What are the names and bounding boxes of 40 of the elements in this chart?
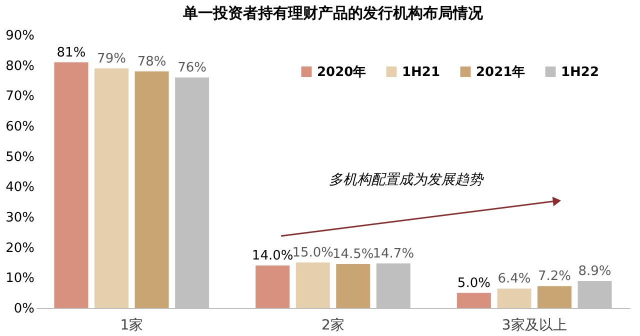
y-tick-label: 90%: [6, 28, 34, 44]
data-label: 15.0%: [292, 246, 334, 260]
data-label: 8.9%: [578, 264, 612, 280]
legend-label: 2021年: [476, 64, 526, 80]
legend-label: 1H22: [561, 64, 600, 80]
x-tick-label: 1家: [120, 318, 144, 334]
data-label: 81%: [56, 45, 86, 60]
bar: [336, 264, 370, 308]
legend-label: 2020年: [317, 64, 366, 80]
bar: [134, 71, 169, 308]
y-tick-label: 20%: [6, 240, 34, 256]
bar: [296, 262, 330, 308]
x-tick-label: 2家: [322, 318, 344, 334]
data-label: 5.0%: [457, 276, 490, 291]
y-tick-label: 60%: [6, 120, 34, 134]
data-label: 7.2%: [538, 269, 572, 284]
bar: [94, 68, 129, 308]
y-tick-label: 80%: [6, 58, 34, 74]
data-label: 79%: [97, 51, 126, 66]
data-label: 76%: [178, 60, 207, 76]
y-tick-label: 30%: [6, 210, 34, 226]
chart-title: 单一投资者持有理财产品的发行机构布局情况: [182, 4, 484, 22]
annotation: 多机构配置成为发展趋势: [329, 172, 485, 188]
data-label: 6.4%: [498, 272, 531, 287]
bar: [497, 288, 532, 308]
data-label: 14.0%: [252, 248, 294, 264]
bar: [54, 62, 88, 308]
data-label: 14.5%: [332, 247, 374, 262]
x-tick-label: 3家及以上: [502, 318, 567, 334]
data-label: 78%: [137, 54, 166, 70]
y-tick-label: 0%: [14, 302, 34, 316]
y-tick-label: 40%: [6, 180, 34, 196]
y-tick-label: 70%: [6, 89, 34, 104]
y-tick-label: 10%: [6, 271, 34, 286]
bar: [537, 286, 572, 308]
y-tick-label: 50%: [6, 150, 34, 165]
bar: [456, 292, 491, 308]
bar: [256, 266, 290, 308]
data-label: 14.7%: [372, 246, 414, 262]
legend-label: 1H21: [402, 64, 440, 80]
